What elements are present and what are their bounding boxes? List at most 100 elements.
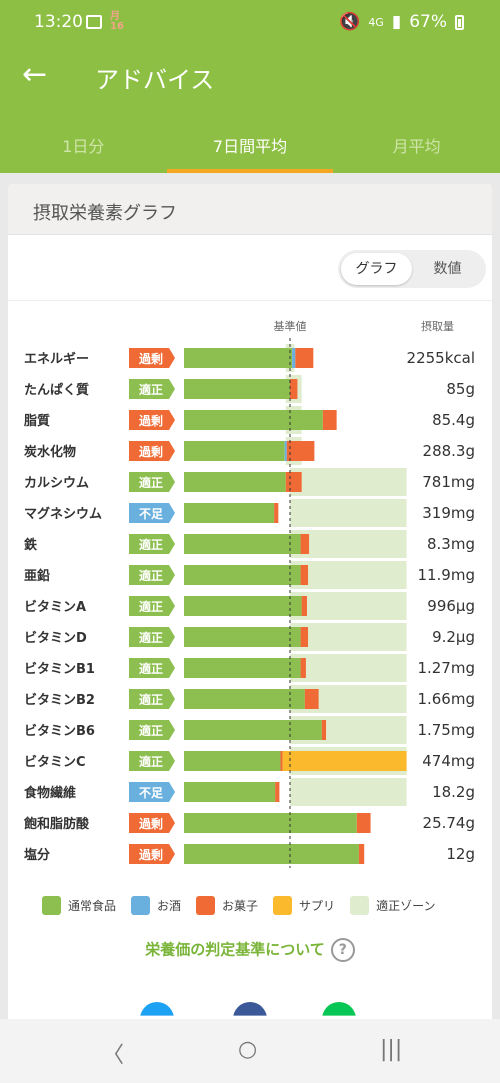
nav-recents-icon[interactable]: ||| (380, 1037, 403, 1062)
bar-sweets (300, 627, 309, 647)
image-icon (86, 15, 102, 29)
intake-value: 11.9mg (417, 566, 475, 584)
bar-food (184, 596, 302, 616)
legend-label: お菓子 (222, 899, 259, 913)
bar-food (184, 782, 276, 802)
intake-value: 474mg (422, 752, 475, 770)
status-tag (129, 441, 175, 461)
toggle-numbers[interactable]: 数値 (433, 261, 462, 277)
intake-value: 996μg (427, 597, 475, 615)
bar-food (184, 720, 322, 740)
twitter-icon[interactable] (140, 1002, 174, 1016)
nutrient-label: 食物繊維 (24, 785, 76, 801)
criteria-link-label: 栄養価の判定基準について (145, 940, 325, 959)
tab-7day-average[interactable]: 7日間平均 (166, 123, 334, 173)
bar-sweets (321, 720, 327, 740)
bar-food (184, 658, 301, 678)
legend-label: 通常食品 (68, 899, 117, 913)
legend-label: 適正ゾーン (376, 899, 436, 913)
chart-legend: 通常食品 お酒 お菓子 サプリ 適正ゾーン (42, 896, 450, 915)
help-icon[interactable]: ? (330, 938, 355, 962)
status-label: 適正 (139, 599, 163, 614)
bar-sweets (322, 410, 337, 430)
intake-value: 12g (446, 845, 475, 863)
tab-monthly-average[interactable]: 月平均 (392, 137, 441, 156)
bar-sweets (358, 844, 365, 864)
status-label: 不足 (139, 507, 163, 521)
bar-sweets (285, 472, 302, 492)
status-tag (129, 782, 175, 802)
intake-value: 18.2g (432, 783, 475, 801)
status-label: 適正 (139, 661, 163, 676)
bar-alcohol (284, 441, 287, 461)
nutrient-label: エネルギー (24, 351, 89, 367)
intake-value: 8.3mg (427, 535, 475, 553)
zone-band (290, 499, 407, 527)
intake-header: 摂取量 (421, 319, 454, 333)
zone-band (290, 468, 407, 496)
card-title: 摂取栄養素グラフ (8, 184, 492, 235)
status-label: 過剰 (138, 413, 163, 428)
bar-food (184, 503, 275, 523)
signal-icon: ▮ (391, 12, 402, 32)
status-tag (129, 472, 175, 492)
nutrient-label: 鉄 (24, 537, 37, 553)
intake-value: 288.3g (423, 442, 475, 460)
facebook-icon[interactable] (233, 1002, 267, 1016)
intake-value: 1.27mg (417, 659, 475, 677)
status-label: 適正 (139, 382, 163, 397)
status-label: 適正 (139, 568, 163, 583)
battery-text: 67% (409, 12, 447, 32)
status-label: 適正 (139, 754, 163, 769)
battery-icon (455, 14, 464, 30)
nutrient-label: 亜鉛 (24, 568, 50, 584)
zone-band (290, 623, 407, 651)
status-label: 不足 (139, 786, 163, 800)
tab-1day[interactable]: 1日分 (62, 137, 105, 156)
nav-back-icon[interactable]: 〈 (102, 1043, 125, 1068)
bar-sweets (295, 348, 314, 368)
status-tag (129, 751, 175, 771)
nutrient-label: ビタミンB2 (24, 692, 95, 708)
zone-band (290, 592, 407, 620)
nutrient-label: 脂質 (23, 413, 50, 429)
line-icon[interactable] (322, 1002, 356, 1016)
bar-food (184, 689, 305, 709)
nav-home-icon[interactable]: ○ (238, 1037, 258, 1062)
nutrient-label: マグネシウム (24, 506, 102, 522)
app-bar: ← アドバイス 1日分 7日間平均 月平均 (0, 42, 500, 173)
legend-item-zone: 適正ゾーン (350, 896, 435, 915)
bar-supplement (282, 751, 407, 771)
status-label: 過剰 (138, 847, 163, 862)
intake-value: 319mg (422, 504, 475, 522)
toggle-graph[interactable]: グラフ (341, 253, 412, 285)
status-tag (129, 410, 175, 430)
nutrient-label: ビタミンA (24, 599, 86, 615)
nutrient-label: 炭水化物 (24, 444, 76, 460)
bar-food (184, 565, 301, 585)
bar-food (184, 441, 285, 461)
status-tag (129, 627, 175, 647)
nutrient-label: カルシウム (24, 476, 89, 491)
status-tag (129, 596, 175, 616)
network-label: 4G (368, 15, 384, 29)
status-tag (129, 348, 175, 368)
bar-sweets (304, 689, 319, 709)
nutrient-graph-card: 摂取栄養素グラフ グラフ 数値 基準値 摂取量 エネルギー 過剰 2255kcal たんぱ… (8, 184, 492, 1044)
status-bar: 13:20 月 16 🔇 4G ▮ 67% (0, 0, 500, 42)
intake-value: 1.75mg (417, 721, 475, 739)
bar-sweets (280, 751, 283, 771)
calendar-icon: 月 16 (110, 11, 124, 32)
intake-value: 2255kcal (407, 349, 475, 367)
back-arrow-icon[interactable]: ← (22, 57, 48, 92)
status-label: 適正 (139, 723, 163, 738)
divider (8, 300, 492, 301)
bar-food (184, 627, 301, 647)
status-tag (129, 503, 175, 523)
status-tag (129, 720, 175, 740)
criteria-link[interactable]: 栄養価の判定基準について? (8, 938, 492, 962)
nutrient-label: 塩分 (24, 847, 50, 863)
status-tag (129, 813, 175, 833)
bar-alcohol (292, 348, 296, 368)
